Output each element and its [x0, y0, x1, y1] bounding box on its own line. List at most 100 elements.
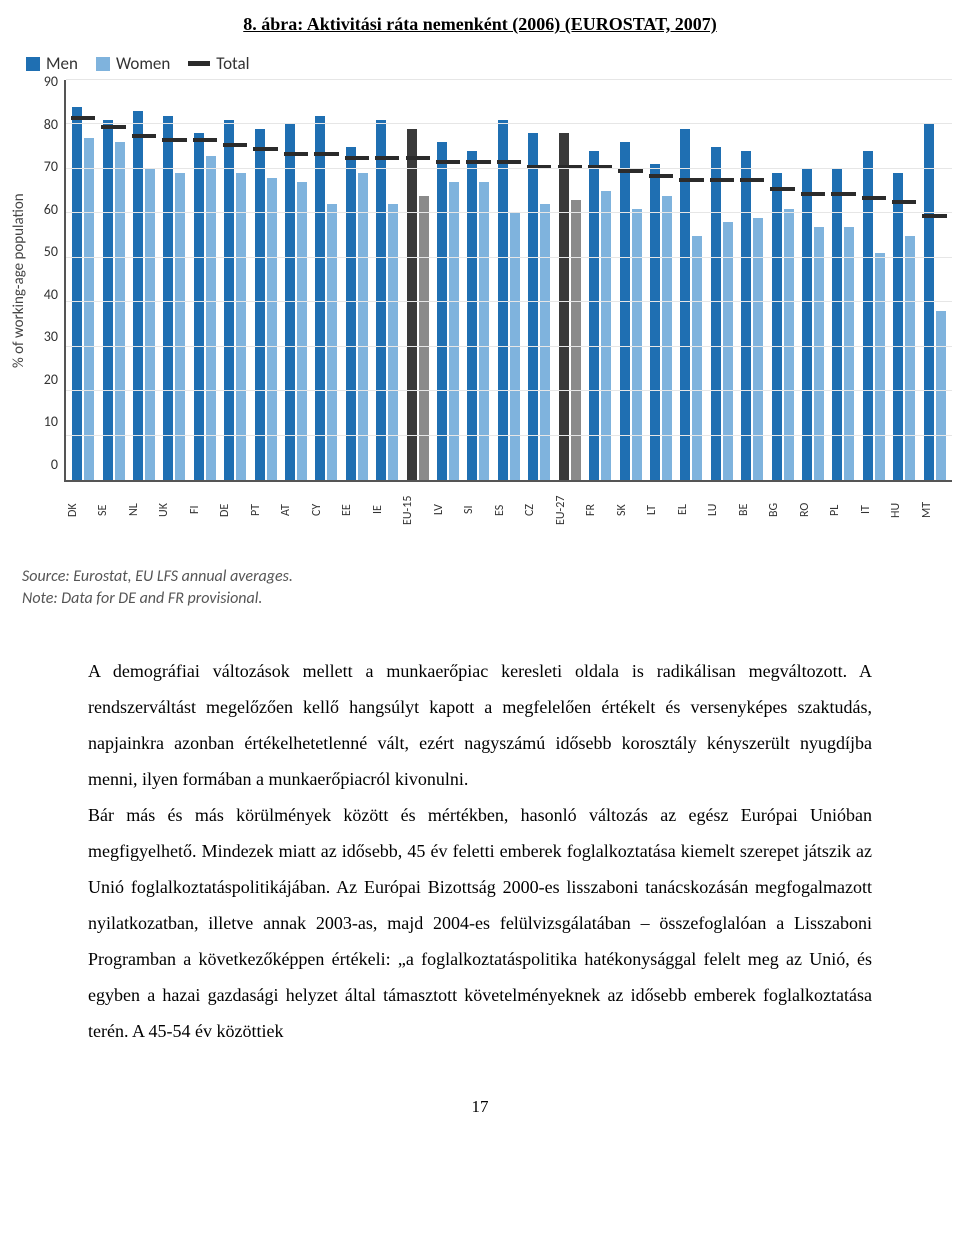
- bar-men: [163, 116, 173, 480]
- chart-legend: Men Women Total: [26, 53, 952, 74]
- total-marker: [253, 147, 277, 151]
- bar-women: [692, 236, 702, 480]
- total-marker: [436, 160, 460, 164]
- x-tick-label: EL: [676, 488, 706, 532]
- grid-line: [66, 212, 952, 213]
- legend-total-label: Total: [216, 53, 249, 74]
- bar-women: [571, 200, 581, 480]
- x-tick-label: FI: [188, 488, 218, 532]
- bar-men: [711, 147, 721, 480]
- y-axis-label: % of working-age population: [8, 80, 30, 482]
- total-marker: [193, 138, 217, 142]
- total-marker: [770, 187, 794, 191]
- grid-line: [66, 390, 952, 391]
- y-tick-label: 90: [30, 73, 58, 90]
- x-axis: DKSENLUKFIDEPTATCYEEIEEU-15LVSIESCZEU-27…: [64, 482, 952, 532]
- bar-women: [84, 138, 94, 480]
- grid-line: [66, 79, 952, 80]
- bar-men: [346, 147, 356, 480]
- x-tick-label: PL: [828, 488, 858, 532]
- y-tick-label: 60: [30, 201, 58, 218]
- bar-women: [206, 156, 216, 480]
- x-tick-label: UK: [157, 488, 187, 532]
- bar-group: [646, 80, 676, 480]
- x-tick-label: NL: [127, 488, 157, 532]
- x-tick-label: SE: [96, 488, 126, 532]
- total-marker: [162, 138, 186, 142]
- legend-total-swatch: [188, 61, 210, 66]
- x-tick-label: SI: [462, 488, 492, 532]
- bar-men: [72, 107, 82, 480]
- total-marker: [406, 156, 430, 160]
- total-marker: [71, 116, 95, 120]
- x-tick-label: HU: [889, 488, 919, 532]
- x-tick-label: DE: [218, 488, 248, 532]
- x-tick-label: RO: [798, 488, 828, 532]
- paragraph-2: Bár más és más körülmények között és mér…: [88, 797, 872, 1049]
- bar-men: [863, 151, 873, 480]
- bar-men: [589, 151, 599, 480]
- bar-group: [859, 80, 889, 480]
- bar-group: [798, 80, 828, 480]
- bar-group: [281, 80, 311, 480]
- bar-women: [145, 169, 155, 480]
- bar-men: [741, 151, 751, 480]
- bar-group: [615, 80, 645, 480]
- bar-group: [707, 80, 737, 480]
- legend-women: Women: [96, 53, 170, 74]
- bar-group: [737, 80, 767, 480]
- bar-group: [767, 80, 797, 480]
- bar-men: [103, 120, 113, 480]
- x-tick-label: AT: [279, 488, 309, 532]
- bar-men: [437, 142, 447, 480]
- y-tick-label: 0: [30, 456, 58, 473]
- body-text: A demográfiai változások mellett a munka…: [88, 653, 872, 1049]
- bar-men: [528, 133, 538, 480]
- bar-group: [585, 80, 615, 480]
- bar-group: [402, 80, 432, 480]
- bar-women: [814, 227, 824, 480]
- total-marker: [710, 178, 734, 182]
- total-marker: [892, 200, 916, 204]
- x-tick-label: EU-27: [554, 488, 584, 532]
- bar-group: [250, 80, 280, 480]
- y-tick-label: 40: [30, 286, 58, 303]
- bar-men: [467, 151, 477, 480]
- x-tick-label: IT: [859, 488, 889, 532]
- bar-group: [828, 80, 858, 480]
- total-marker: [922, 214, 946, 218]
- y-tick-label: 10: [30, 413, 58, 430]
- total-marker: [831, 192, 855, 196]
- chart: Men Women Total % of working-age populat…: [8, 53, 952, 609]
- total-marker: [284, 152, 308, 156]
- x-tick-label: CY: [310, 488, 340, 532]
- bar-women: [510, 213, 520, 480]
- total-marker: [375, 156, 399, 160]
- bar-group: [463, 80, 493, 480]
- total-marker: [101, 125, 125, 129]
- bar-women: [327, 204, 337, 480]
- bar-men: [133, 111, 143, 480]
- legend-women-swatch: [96, 57, 110, 71]
- bar-women: [388, 204, 398, 480]
- bar-men: [194, 133, 204, 480]
- bar-men: [224, 120, 234, 480]
- bar-group: [433, 80, 463, 480]
- x-tick-label: CZ: [523, 488, 553, 532]
- bar-group: [220, 80, 250, 480]
- bar-group: [159, 80, 189, 480]
- grid-line: [66, 123, 952, 124]
- grid-line: [66, 346, 952, 347]
- x-tick-label: IE: [371, 488, 401, 532]
- x-tick-label: SK: [615, 488, 645, 532]
- bar-men: [559, 133, 569, 480]
- y-tick-label: 70: [30, 158, 58, 175]
- y-tick-label: 80: [30, 116, 58, 133]
- x-tick-label: BE: [737, 488, 767, 532]
- x-tick-label: LV: [432, 488, 462, 532]
- bar-group: [494, 80, 524, 480]
- legend-total: Total: [188, 53, 249, 74]
- plot-area: [64, 80, 952, 482]
- bar-women: [115, 142, 125, 480]
- bar-group: [919, 80, 949, 480]
